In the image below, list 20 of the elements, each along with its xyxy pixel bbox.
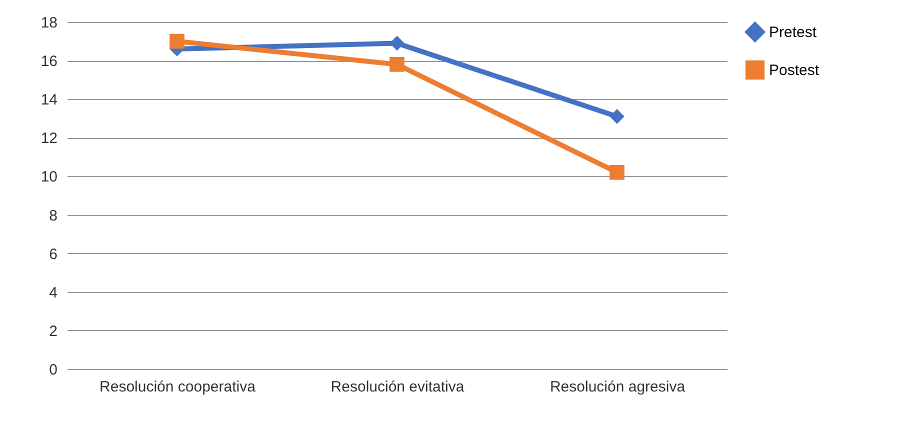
point [390, 36, 404, 51]
x-tick-label: Resolución evitativa [330, 378, 465, 396]
legend-label: Pretest [769, 24, 818, 41]
legend-label: Postest [769, 62, 820, 79]
y-tick-label: 16 [40, 53, 58, 70]
point [610, 109, 624, 124]
point [170, 34, 184, 49]
y-tick-label: 8 [49, 207, 58, 224]
y-tick-label: 14 [40, 92, 58, 109]
y-tick-label: 12 [40, 130, 58, 148]
x-tick-label: Resolución cooperativa [100, 378, 256, 396]
y-tick-label: 18 [40, 14, 58, 32]
y-tick-label: 0 [49, 362, 58, 378]
point [390, 56, 404, 72]
y-tick-label: 2 [49, 322, 58, 340]
y-tick-label: 10 [40, 168, 58, 186]
x-tick-label: Resolución agresiva [550, 378, 686, 396]
y-tick-label: 6 [49, 246, 58, 263]
point [610, 164, 624, 180]
y-tick-label: 4 [49, 284, 58, 302]
